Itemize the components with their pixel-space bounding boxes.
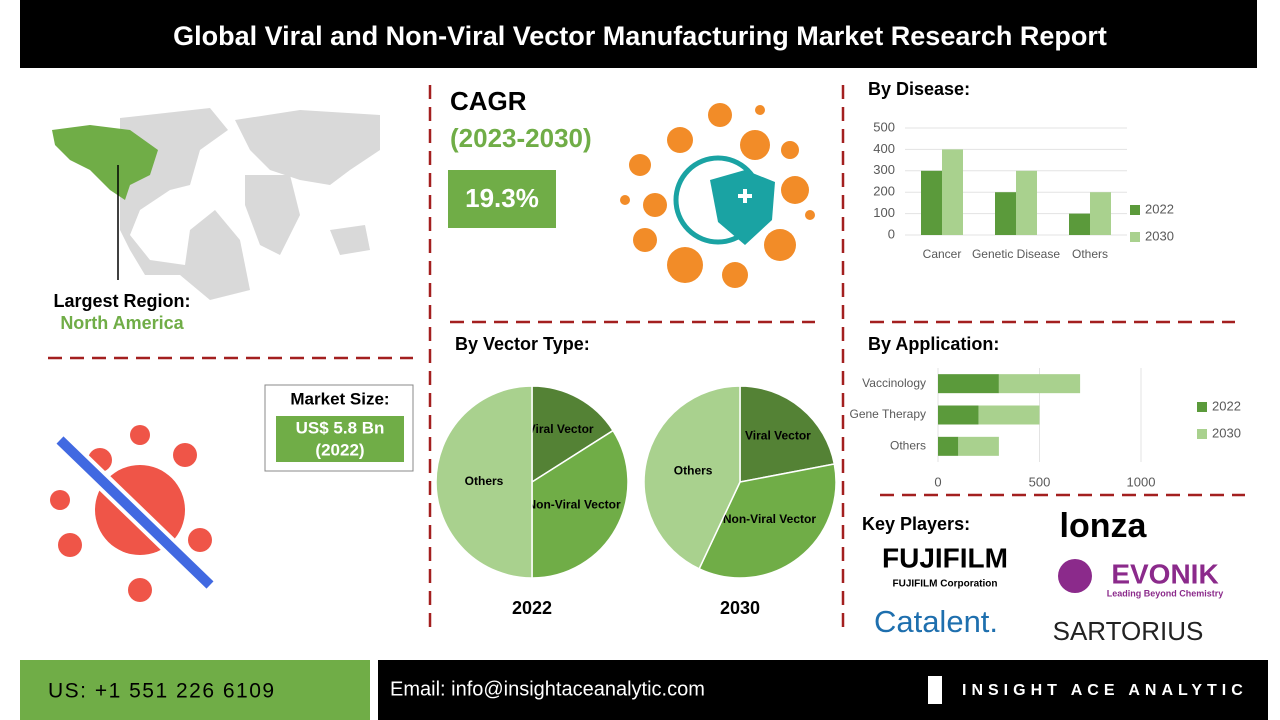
pie-title: 2022	[512, 598, 552, 618]
region-value: North America	[60, 313, 184, 333]
pie-slice	[531, 385, 615, 484]
bar	[998, 374, 1081, 394]
cagr-period: (2023-2030)	[450, 123, 592, 153]
legend-label: 2030	[1145, 228, 1174, 243]
slice-label: Non-Viral Vector	[723, 512, 816, 526]
section-heading: By Vector Type:	[455, 334, 590, 354]
section-heading: By Disease:	[868, 79, 970, 99]
cagr-value: 19.3%	[465, 183, 539, 213]
logo-evonik: EVONIK	[1111, 558, 1218, 589]
bar	[938, 436, 959, 456]
footer-bar	[378, 660, 1268, 720]
legend-swatch	[1130, 232, 1140, 242]
virus-shield-illustration	[620, 103, 815, 288]
logo-sartorius: SARTORIUS	[1053, 616, 1204, 646]
market-size-label: Market Size:	[290, 389, 389, 408]
x-tick-label: 0	[934, 474, 941, 489]
y-tick-label: 400	[873, 141, 895, 156]
x-tick-label: 1000	[1127, 474, 1156, 489]
bar	[1069, 213, 1090, 235]
y-tick-label: 100	[873, 205, 895, 220]
section-heading: By Application:	[868, 334, 999, 354]
legend-swatch	[1197, 402, 1207, 412]
slice-label: Viral Vector	[745, 428, 811, 442]
slice-label: Others	[465, 474, 504, 488]
email: Email: info@insightaceanalytic.com	[390, 678, 705, 700]
title: Global Viral and Non-Viral Vector Manufa…	[173, 21, 1107, 51]
bar	[921, 170, 942, 235]
y-tick-label: 0	[888, 226, 895, 241]
legend-swatch	[1130, 205, 1140, 215]
phone: US: +1 551 226 6109	[48, 680, 276, 703]
market-size-badge	[276, 416, 404, 462]
y-tick-label: Others	[890, 439, 926, 453]
market-size-value: US$ 5.8 Bn	[296, 418, 385, 437]
logo-lonza: lonza	[1060, 507, 1148, 545]
x-tick-label: Genetic Disease	[972, 247, 1060, 261]
pie-slice	[698, 463, 837, 579]
logo-caption: FUJIFILM Corporation	[893, 579, 998, 590]
pie-slice	[531, 429, 629, 579]
pie-title: 2030	[720, 598, 760, 618]
legend-label: 2022	[1145, 201, 1174, 216]
pie-slice	[435, 385, 533, 579]
y-tick-label: 200	[873, 184, 895, 199]
section-heading: Key Players:	[862, 514, 970, 534]
pie-slice	[739, 385, 836, 483]
title-bar	[20, 0, 1257, 68]
footer-phone-bar	[20, 660, 370, 720]
legend-swatch	[1197, 429, 1207, 439]
y-tick-label: Vaccinology	[862, 376, 926, 390]
brand: INSIGHT ACE ANALYTIC	[962, 682, 1248, 699]
x-tick-label: Cancer	[923, 247, 962, 261]
bar	[978, 405, 1040, 425]
brand-mark	[928, 676, 942, 704]
bar	[995, 192, 1016, 235]
legend-label: 2022	[1212, 398, 1241, 413]
logo-catalent: Catalent.	[874, 604, 998, 639]
bar	[1090, 192, 1111, 235]
y-tick-label: 300	[873, 162, 895, 177]
world-map	[52, 108, 380, 300]
cagr-label: CAGR	[450, 86, 527, 116]
x-tick-label: 500	[1029, 474, 1051, 489]
logo-fujifilm: FUJIFILM	[882, 542, 1008, 573]
bar	[942, 149, 963, 235]
bar	[938, 405, 979, 425]
y-tick-label: Gene Therapy	[850, 407, 927, 421]
slice-label: Others	[674, 464, 713, 478]
bar	[1016, 170, 1037, 235]
x-tick-label: Others	[1072, 247, 1108, 261]
logo-mark	[1058, 559, 1092, 593]
market-size-year: (2022)	[315, 440, 364, 459]
pie-slice	[643, 385, 741, 570]
slice-label: Viral Vector	[528, 422, 594, 436]
legend-label: 2030	[1212, 425, 1241, 440]
y-tick-label: 500	[873, 119, 895, 134]
logo-caption: Leading Beyond Chemistry	[1107, 588, 1224, 598]
slice-label: Non-Viral Vector	[527, 497, 620, 511]
virus-illustration	[50, 425, 217, 602]
region-label: Largest Region:	[53, 291, 190, 311]
cagr-badge	[448, 170, 556, 228]
bar	[958, 436, 999, 456]
bar	[938, 374, 999, 394]
